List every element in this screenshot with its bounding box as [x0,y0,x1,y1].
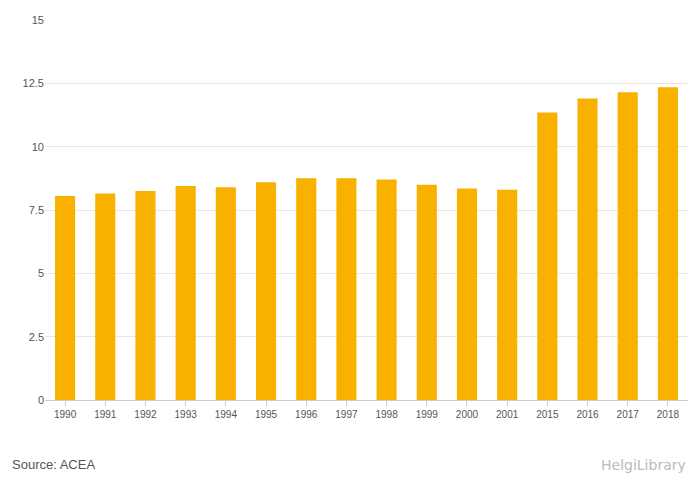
svg-text:1995: 1995 [255,409,278,420]
svg-text:1997: 1997 [335,409,358,420]
svg-text:2016: 2016 [576,409,599,420]
svg-text:2017: 2017 [617,409,640,420]
svg-text:1990: 1990 [54,409,77,420]
svg-text:1993: 1993 [175,409,198,420]
svg-text:10: 10 [32,141,44,153]
svg-text:1992: 1992 [134,409,157,420]
svg-text:1999: 1999 [416,409,439,420]
svg-text:7.5: 7.5 [29,204,44,216]
svg-text:2015: 2015 [536,409,559,420]
svg-text:Source: ACEA: Source: ACEA [12,457,95,472]
svg-text:2001: 2001 [496,409,519,420]
svg-text:2.5: 2.5 [29,331,44,343]
svg-text:1998: 1998 [375,409,398,420]
svg-text:0: 0 [38,394,44,406]
svg-text:1991: 1991 [94,409,117,420]
svg-text:15: 15 [32,14,44,26]
svg-text:2018: 2018 [657,409,680,420]
svg-text:2000: 2000 [456,409,479,420]
svg-text:1996: 1996 [295,409,318,420]
svg-text:HelgiLibrary: HelgiLibrary [601,457,686,473]
svg-text:12.5: 12.5 [23,77,44,89]
svg-text:5: 5 [38,267,44,279]
svg-text:1994: 1994 [215,409,238,420]
